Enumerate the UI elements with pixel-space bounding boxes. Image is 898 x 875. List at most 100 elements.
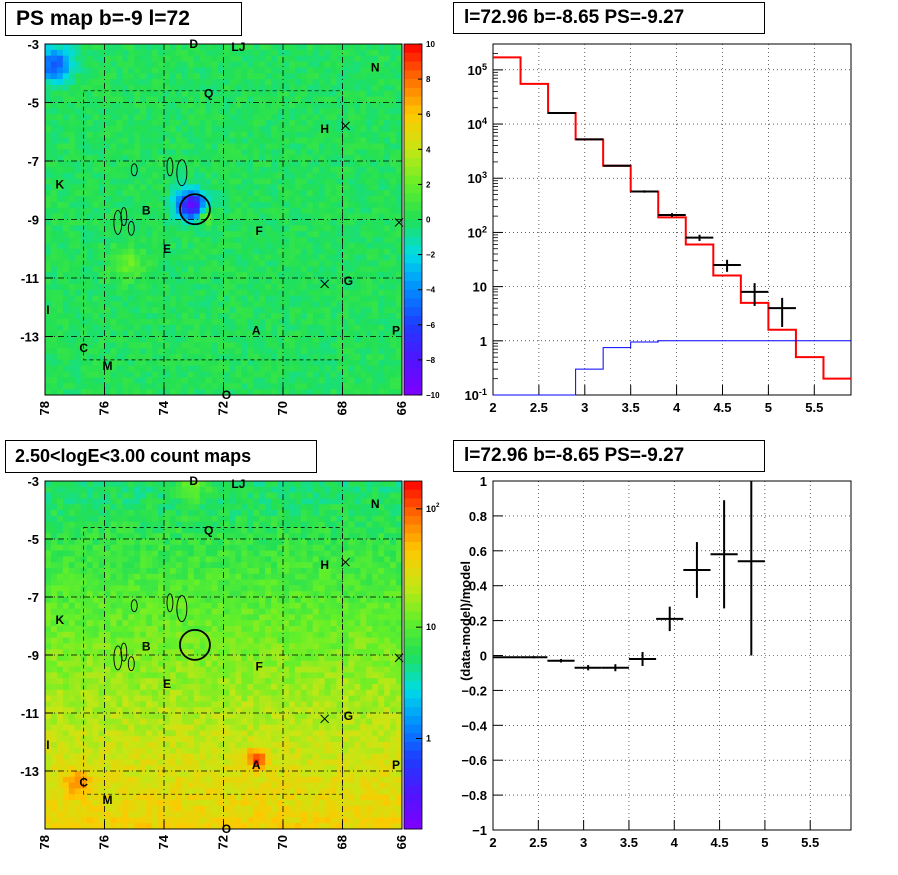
heatmap-cell: [164, 377, 171, 384]
heatmap-cell: [336, 585, 343, 592]
heatmap-cell: [122, 266, 129, 273]
heatmap-cell: [175, 219, 183, 226]
heatmap-cell: [45, 301, 52, 308]
heatmap-cell: [152, 184, 159, 191]
heatmap-cell: [223, 231, 230, 238]
heatmap-cell: [390, 61, 397, 68]
heatmap-cell: [116, 260, 123, 267]
heatmap-cell: [288, 237, 296, 244]
heatmap-cell: [283, 301, 290, 308]
heatmap-cell: [211, 533, 218, 540]
heatmap-cell: [384, 196, 391, 203]
heatmap-cell: [45, 371, 52, 378]
heatmap-cell: [128, 84, 135, 92]
heatmap-cell: [56, 585, 64, 592]
heatmap-cell: [336, 568, 343, 575]
heatmap-cell: [265, 131, 272, 138]
heatmap-cell: [336, 79, 343, 86]
heatmap-cell: [104, 67, 111, 74]
heatmap-cell: [217, 510, 224, 517]
source-label: P: [392, 324, 400, 338]
heatmap-cell: [390, 190, 397, 197]
heatmap-cell: [217, 49, 224, 57]
colorbar-segment: [404, 175, 422, 185]
contours: [113, 157, 188, 236]
heatmap-cell: [223, 254, 230, 261]
heatmap-cell: [229, 149, 236, 156]
heatmap-cell: [164, 348, 171, 355]
heatmap-cell: [360, 196, 367, 203]
heatmap-cell: [271, 49, 278, 57]
heatmap-cell: [306, 336, 314, 343]
heatmap-cell: [366, 254, 373, 261]
heatmap-cell: [294, 283, 302, 291]
heatmap-cell: [235, 377, 242, 384]
heatmap-cell: [98, 383, 105, 390]
heatmap-cell: [306, 84, 314, 92]
heatmap-cell: [164, 301, 171, 308]
heatmap-cell: [277, 44, 284, 51]
heatmap-cell: [342, 166, 349, 174]
heatmap-cell: [229, 295, 236, 302]
heatmap-cell: [348, 79, 355, 86]
heatmap-cell: [294, 313, 302, 320]
heatmap-cell: [306, 266, 314, 273]
heatmap-cell: [146, 213, 153, 220]
heatmap-cell: [217, 354, 224, 361]
heatmap-cell: [187, 498, 195, 505]
heatmap-cell: [354, 383, 361, 390]
heatmap-cell: [62, 481, 70, 488]
heatmap-cell: [98, 342, 105, 349]
heatmap-cell: [68, 196, 76, 203]
heatmap-cell: [247, 562, 254, 569]
heatmap-cell: [45, 272, 52, 279]
heatmap-cell: [122, 79, 129, 86]
heatmap-cell: [396, 248, 403, 255]
heatmap-cell: [68, 137, 76, 144]
heatmap-cell: [116, 219, 123, 226]
heatmap-cell: [152, 114, 159, 121]
heatmap-cell: [348, 348, 355, 355]
heatmap-cell: [283, 481, 290, 488]
heatmap-cell: [271, 521, 278, 528]
heatmap-cell: [229, 383, 236, 390]
heatmap-cell: [384, 61, 391, 68]
heatmap-cell: [300, 84, 308, 92]
heatmap-cell: [122, 383, 129, 390]
heatmap-cell: [277, 166, 284, 174]
heatmap-cell: [300, 539, 308, 546]
heatmap-cell: [241, 550, 248, 557]
heatmap-cell: [116, 307, 123, 314]
heatmap-cell: [158, 178, 165, 185]
heatmap-cell: [342, 313, 349, 320]
heatmap-cell: [372, 533, 379, 540]
heatmap-cell: [205, 324, 212, 332]
heatmap-cell: [265, 544, 272, 551]
heatmap-cell: [390, 342, 397, 349]
heatmap-cell: [181, 49, 189, 57]
heatmap-cell: [152, 254, 159, 261]
heatmap-cell: [193, 242, 201, 250]
heatmap-cell: [223, 283, 230, 291]
heatmap-cell: [384, 149, 391, 156]
colorbar-tick-label: 4: [426, 145, 431, 154]
heatmap-cell: [217, 544, 224, 551]
heatmap-cell: [390, 213, 397, 220]
heatmap-cell: [247, 178, 254, 185]
heatmap-cell: [116, 114, 123, 121]
heatmap-cell: [181, 201, 189, 209]
heatmap-cell: [50, 515, 58, 522]
heatmap-cell: [181, 283, 189, 291]
heatmap-cell: [128, 260, 135, 267]
heatmap-cell: [86, 231, 93, 238]
heatmap-cell: [223, 201, 230, 209]
heatmap-cell: [211, 84, 218, 92]
heatmap-cell: [223, 562, 230, 569]
heatmap-cell: [348, 318, 355, 326]
heatmap-cell: [104, 324, 111, 332]
heatmap-cell: [146, 579, 153, 586]
heatmap-cell: [181, 307, 189, 314]
heatmap-cell: [318, 359, 326, 367]
heatmap-cell: [235, 166, 242, 174]
heatmap-cell: [62, 389, 70, 396]
